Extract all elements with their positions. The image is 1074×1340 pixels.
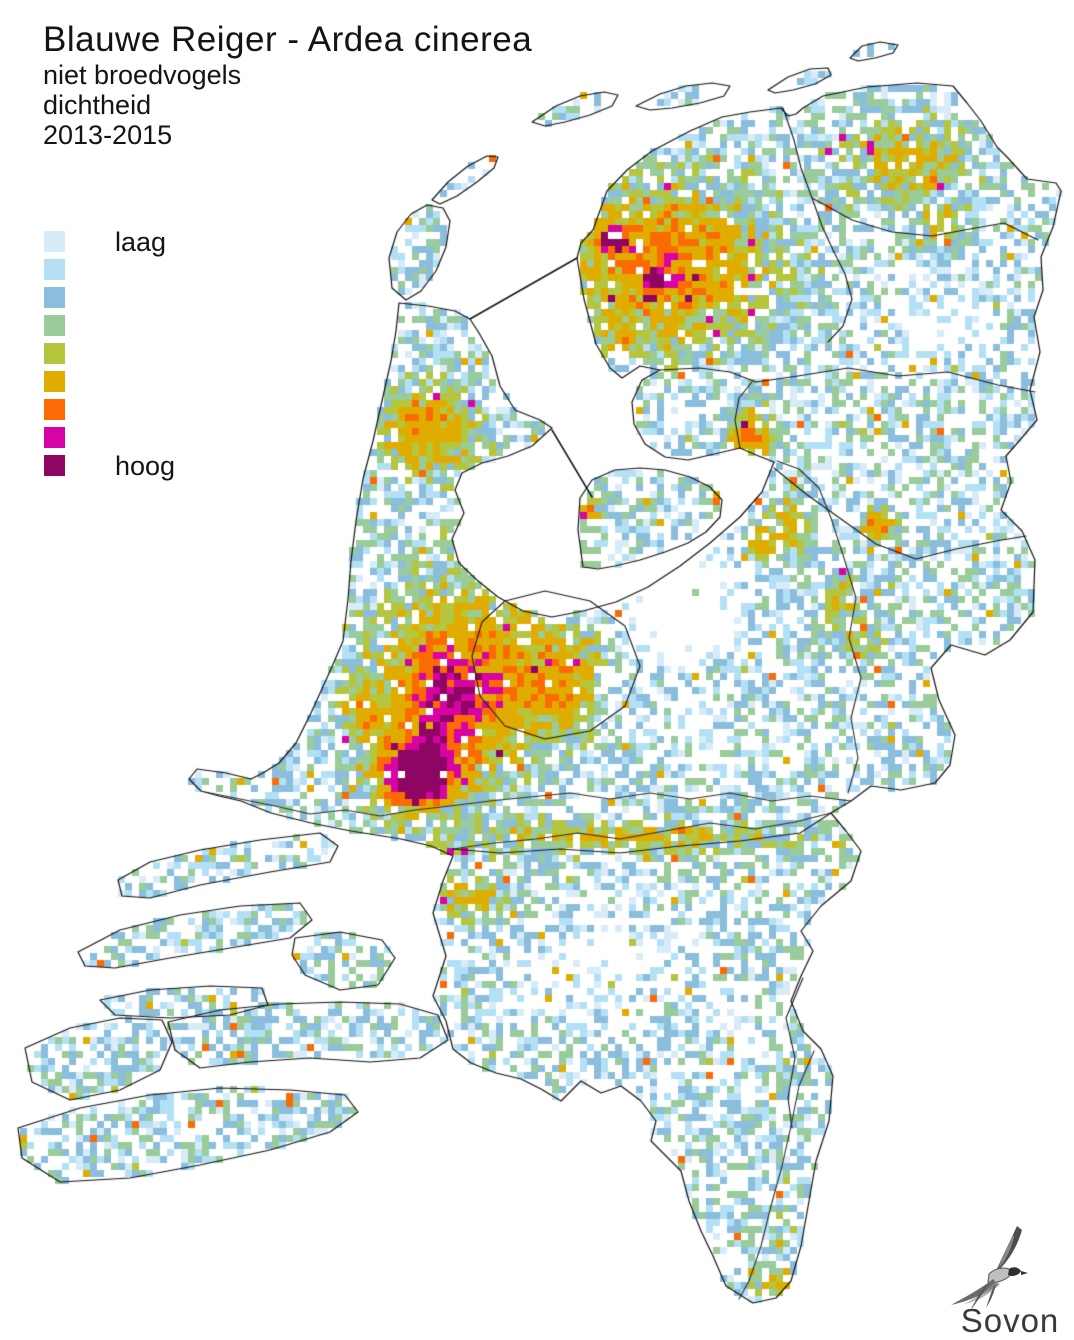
map-title: Blauwe Reiger - Ardea cinerea [43,20,533,59]
legend-swatch-2 [44,259,65,280]
map-subtitle-period: 2013-2015 [43,120,173,150]
map-subtitle-population: niet broedvogels [43,60,242,90]
legend-label-low: laag [115,227,167,257]
title-block: Blauwe Reiger - Ardea cinerea niet broed… [43,20,532,150]
sovon-logo: Sovon [928,1224,1074,1340]
legend-label-high: hoog [115,451,176,481]
legend-swatch-4 [44,315,65,336]
legend-swatch-8 [44,427,65,448]
legend-swatch-1 [44,231,65,252]
legend-swatch-9 [44,455,65,476]
legend: laag hoog [44,227,264,491]
legend-swatch-5 [44,343,65,364]
sovon-logo-text: Sovon [960,1302,1060,1339]
legend-swatch-6 [44,371,65,392]
legend-swatch-3 [44,287,65,308]
legend-swatch-7 [44,399,65,420]
swallow-icon [951,1226,1028,1308]
map-subtitle-measure: dichtheid [43,90,152,120]
